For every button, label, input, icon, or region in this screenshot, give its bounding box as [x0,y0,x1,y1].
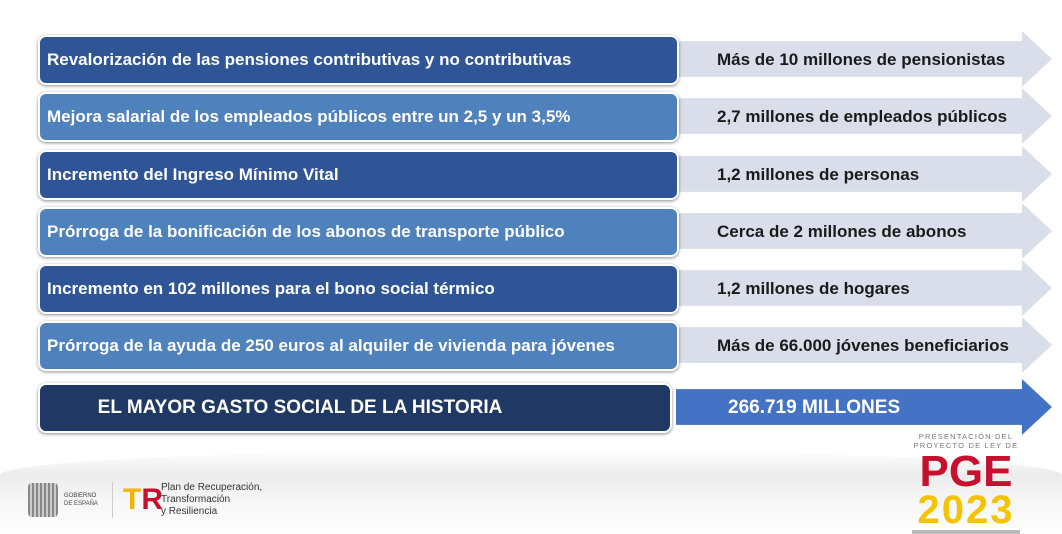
total-label-box: EL MAYOR GASTO SOCIAL DE LA HISTORIA [38,383,672,433]
total-label: EL MAYOR GASTO SOCIAL DE LA HISTORIA [97,397,503,418]
plan-line: y Resiliencia [161,506,218,517]
measure-row: Prórroga de la ayuda de 250 euros al alq… [38,317,1052,373]
total-row: EL MAYOR GASTO SOCIAL DE LA HISTORIA 266… [38,379,1052,435]
total-value: 266.719 MILLONES [728,397,901,418]
background-swoosh [0,450,1062,534]
pge-pre-line: PROYECTO DE LEY DE [913,441,1019,450]
plan-line: Transformación [161,494,231,505]
measure-row: Incremento del Ingreso Mínimo Vital 1,2 … [38,146,1052,202]
measure-label: Prórroga de la bonificación de los abono… [47,222,565,241]
measure-box: Prórroga de la ayuda de 250 euros al alq… [38,321,679,371]
beneficiaries-label: Más de 66.000 jóvenes beneficiarios [717,336,1009,355]
pge-pre-line: PRESENTACIÓN DEL [918,432,1014,441]
prtr-logo-text: Plan de Recuperación, Transformación y R… [161,482,262,518]
divider [112,482,113,518]
beneficiaries-label: 1,2 millones de hogares [717,279,910,298]
plan-line: Plan de Recuperación, [161,482,263,493]
measure-row: Mejora salarial de los empleados público… [38,88,1052,144]
beneficiaries-label: 2,7 millones de empleados públicos [717,107,1008,126]
measure-label: Mejora salarial de los empleados público… [47,107,571,126]
footer-logos: GOBIERNO DE ESPAÑA TR Plan de Recuperaci… [28,482,262,518]
measure-row: Revalorización de las pensiones contribu… [38,31,1052,87]
beneficiaries-label: Cerca de 2 millones de abonos [717,222,967,241]
measure-box: Revalorización de las pensiones contribu… [38,35,679,85]
measure-box: Mejora salarial de los empleados público… [38,92,679,142]
measure-row: Incremento en 102 millones para el bono … [38,260,1052,316]
pge-year: 2023 [917,488,1015,532]
measure-box: Prórroga de la bonificación de los abono… [38,207,679,257]
measure-box: Incremento en 102 millones para el bono … [38,264,679,314]
beneficiaries-label: 1,2 millones de personas [717,165,920,184]
pge-underline [912,530,1020,534]
measure-label: Incremento del Ingreso Mínimo Vital [47,165,339,184]
beneficiaries-label: Más de 10 millones de pensionistas [717,50,1006,69]
coat-of-arms-icon [28,483,58,517]
prtr-logo-icon: TR [123,483,163,516]
measure-label: Revalorización de las pensiones contribu… [47,50,572,69]
measure-label: Prórroga de la ayuda de 250 euros al alq… [47,336,615,355]
measure-box: Incremento del Ingreso Mínimo Vital [38,150,679,200]
measure-label: Incremento en 102 millones para el bono … [47,279,495,298]
pge-logo: PRESENTACIÓN DEL PROYECTO DE LEY DE PGE … [912,432,1020,534]
measure-row: Prórroga de la bonificación de los abono… [38,203,1052,259]
pge-title: PGE [919,447,1013,496]
gobierno-logo-text: GOBIERNO DE ESPAÑA [64,493,98,507]
